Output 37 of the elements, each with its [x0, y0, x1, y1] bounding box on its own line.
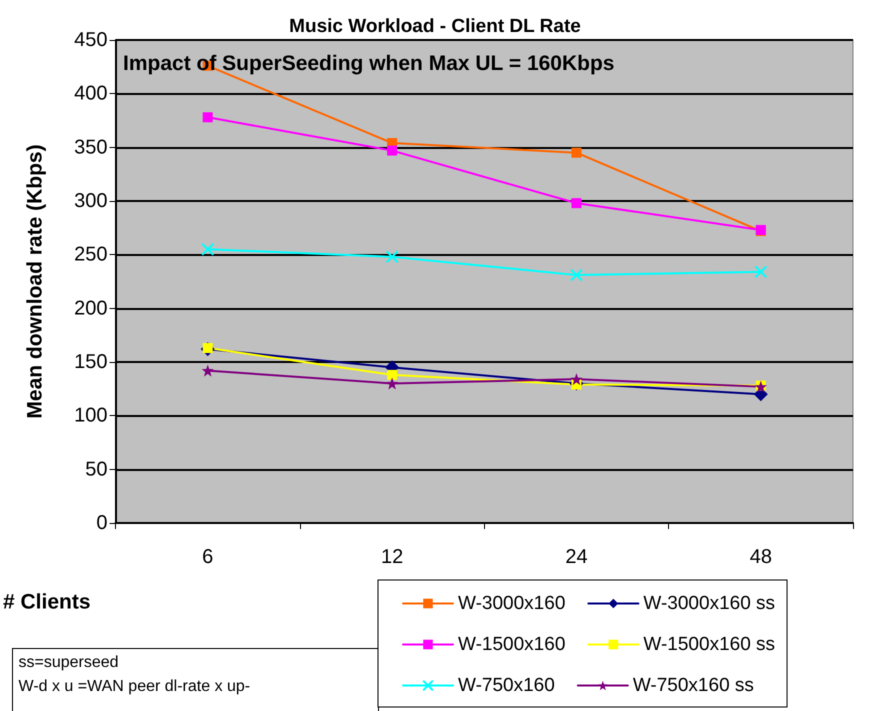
y-axis-title: Mean download rate (Kbps)	[24, 144, 47, 419]
text: ss=superseed	[18, 654, 119, 671]
y-tick-label: 0	[96, 512, 108, 534]
point	[202, 112, 213, 122]
y-tick-label: 350	[74, 136, 108, 158]
y-tick-label: 400	[74, 82, 108, 105]
y-tick-label: 250	[74, 244, 108, 266]
y-tick-label: 150	[74, 351, 108, 373]
point	[570, 373, 582, 386]
chart-title: Music Workload - Client DL Rate	[289, 16, 581, 37]
legend-label: W-1500x160	[458, 634, 566, 655]
y-tick-label: 300	[74, 190, 108, 212]
text: W-d x u =WAN peer dl-rate x up-	[18, 678, 250, 695]
y-tick-label: 200	[74, 297, 108, 320]
y-tick-label: 100	[74, 404, 108, 427]
point	[201, 242, 214, 256]
legend-label: W-750x160 ss	[632, 675, 754, 696]
x-tick-label: 48	[750, 546, 772, 568]
y-tick-label: 50	[85, 458, 108, 480]
point	[754, 265, 768, 278]
legend-label: W-1500x160 ss	[643, 634, 776, 655]
x-tick-label: 24	[565, 546, 588, 568]
y-tick-label: 450	[74, 29, 108, 51]
point	[571, 148, 582, 158]
legend-label: W-750x160	[458, 675, 555, 696]
legend-label: W-3000x160 ss	[643, 593, 776, 614]
x-axis-title: # Clients	[3, 590, 91, 614]
legend-label: W-3000x160	[458, 593, 566, 614]
point	[387, 146, 398, 156]
point	[570, 268, 583, 282]
x-tick-label: 6	[202, 546, 214, 568]
point	[202, 364, 214, 377]
point	[571, 198, 582, 208]
point	[387, 370, 398, 380]
point	[386, 250, 399, 264]
point	[386, 377, 398, 390]
x-tick-label: 12	[380, 546, 404, 568]
